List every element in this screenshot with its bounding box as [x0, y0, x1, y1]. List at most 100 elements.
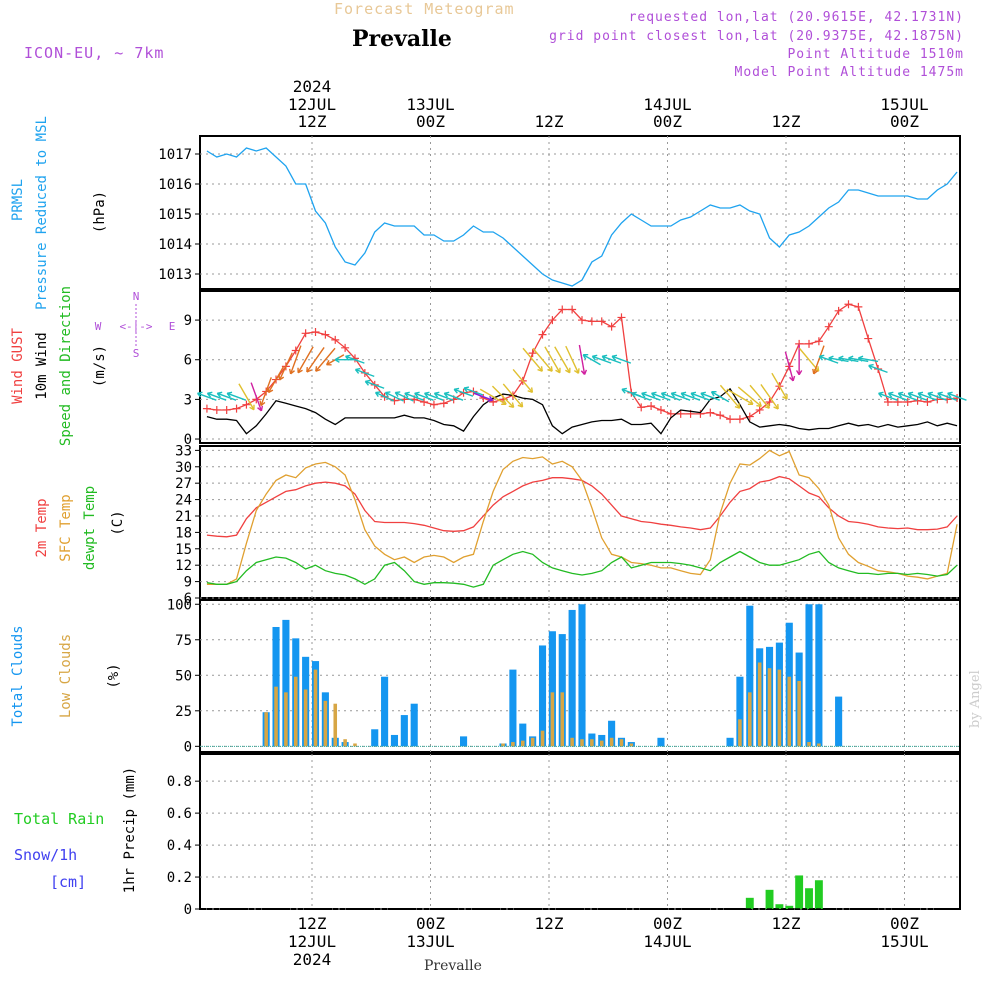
ytick-label-temp-2: 12 [175, 558, 192, 574]
wind-direction-arrow [479, 388, 507, 405]
wind-direction-arrowhead [196, 391, 203, 398]
ytick-label-temp-7: 27 [175, 476, 192, 492]
wind-unit-label: (m/s) [92, 345, 108, 387]
total-clouds-bar [282, 619, 290, 747]
wind-direction-arrow [394, 391, 414, 402]
bottom-time-label-3: 00Z [653, 914, 682, 933]
bottom-time-label-0: 12Z [298, 914, 327, 933]
clouds-label-1: Low Clouds [58, 634, 74, 718]
ytick-label-clouds-2: 50 [175, 668, 192, 684]
wind-direction-arrowhead [582, 353, 589, 360]
bottom-date-label-3: 14JUL [643, 932, 691, 951]
ytick-label-precip-2: 0.4 [167, 838, 192, 854]
wind-direction-arrow [601, 355, 622, 364]
total-clouds-bar [460, 736, 468, 747]
top-time-label-1: 00Z [416, 112, 445, 131]
ytick-label-precip-3: 0.6 [167, 806, 192, 822]
wind-direction-arrowhead [394, 391, 401, 398]
wind-direction-arrowhead [927, 391, 933, 398]
wind-direction-arrow [345, 355, 365, 364]
wind-direction-arrowhead [226, 391, 233, 398]
low-clouds-bar [264, 712, 268, 747]
wind-direction-arrowhead [848, 355, 854, 362]
wind-direction-arrowhead [680, 391, 687, 398]
wind-direction-arrowhead [565, 367, 571, 374]
total-clouds-bar [538, 645, 547, 747]
top-time-label-3: 00Z [653, 112, 682, 131]
wind-direction-arrow [611, 355, 632, 364]
wind-direction-arrowhead [206, 391, 213, 398]
panel-frame-pressure [199, 135, 961, 290]
wind-direction-arrow [355, 368, 375, 378]
low-clouds-bar [757, 662, 762, 747]
wind-direction-arrowhead [573, 368, 580, 374]
wind-direction-arrowhead [601, 354, 608, 361]
wind-direction-arrow [512, 368, 533, 393]
total-clouds-bar [548, 631, 556, 747]
low-clouds-bar [629, 743, 634, 747]
rain-bar [795, 875, 804, 909]
wind-direction-arrow [554, 346, 571, 374]
wind-direction-arrowhead [651, 391, 657, 398]
top-time-label-2: 12Z [535, 112, 564, 131]
wind-direction-arrowhead [756, 401, 762, 408]
low-clouds-bar [787, 676, 792, 747]
bottom-time-label-1: 00Z [416, 914, 445, 933]
gust-point [301, 329, 310, 338]
wind-direction-arrowhead [907, 391, 914, 398]
wind-direction-arrowhead [868, 363, 874, 370]
wind-direction-arrowhead [414, 391, 420, 398]
gust-point [439, 399, 448, 408]
wind-direction-arrowhead [660, 391, 667, 398]
model-label: ICON-EU, ~ 7km [24, 44, 165, 62]
ytick-label-precip-0: 0 [184, 902, 192, 918]
wind-direction-arrow [260, 377, 272, 406]
wind-direction-arrow [267, 366, 285, 393]
gust-point [814, 337, 823, 346]
low-clouds-bar [609, 737, 614, 747]
gust-point [578, 316, 586, 325]
wind-direction-arrowhead [555, 367, 561, 374]
wind-direction-arrow [927, 392, 947, 401]
gust-point [429, 400, 438, 409]
wind-direction-arrow [544, 346, 561, 374]
gust-point [726, 415, 735, 424]
wind-direction-arrowhead [818, 354, 825, 361]
pressure-label-0: PRMSL [10, 179, 26, 221]
ytick-label-pressure-2: 1015 [158, 207, 192, 223]
gust-point [755, 405, 764, 414]
compass-arrow: <-|-> [119, 320, 152, 333]
gust-point [528, 349, 537, 358]
top-date-label-3: 14JUL [643, 95, 691, 114]
total-clouds-bar [558, 634, 566, 747]
wind-direction-arrowhead [795, 370, 803, 376]
low-clouds-bar [570, 737, 574, 747]
rain-bar [765, 889, 774, 909]
gust-point [903, 398, 912, 407]
wind-label-2: Speed and Direction [58, 286, 74, 446]
gust-point [637, 403, 646, 412]
gust-point [242, 400, 251, 409]
top-time-label-5: 00Z [890, 112, 919, 131]
top-date-label-0: 12JUL [288, 95, 336, 114]
gust-point [893, 398, 902, 407]
bottom-date-label-1: 13JUL [406, 932, 454, 951]
total-clouds-bar [657, 737, 665, 747]
wind-direction-arrow [737, 386, 762, 407]
wind-line [206, 387, 958, 435]
total-clouds-bar [805, 604, 813, 747]
low-clouds-bar [738, 719, 742, 747]
panel-frame-clouds [199, 599, 961, 753]
wind-direction-arrowhead [690, 391, 697, 398]
wind-direction-arrowhead [249, 404, 255, 411]
gust-point [844, 300, 853, 309]
ytick-label-precip-1: 0.2 [167, 870, 192, 886]
wind-direction-arrowhead [611, 354, 618, 361]
wind-direction-arrow [749, 384, 770, 409]
low-clouds-bar [274, 686, 278, 747]
wind-direction-arrowhead [259, 400, 266, 407]
low-clouds-bar [580, 739, 584, 747]
bottom-date-label-0: 12JUL [288, 932, 336, 951]
wind-direction-arrowhead [878, 391, 884, 398]
wind-direction-arrowhead [812, 368, 819, 375]
